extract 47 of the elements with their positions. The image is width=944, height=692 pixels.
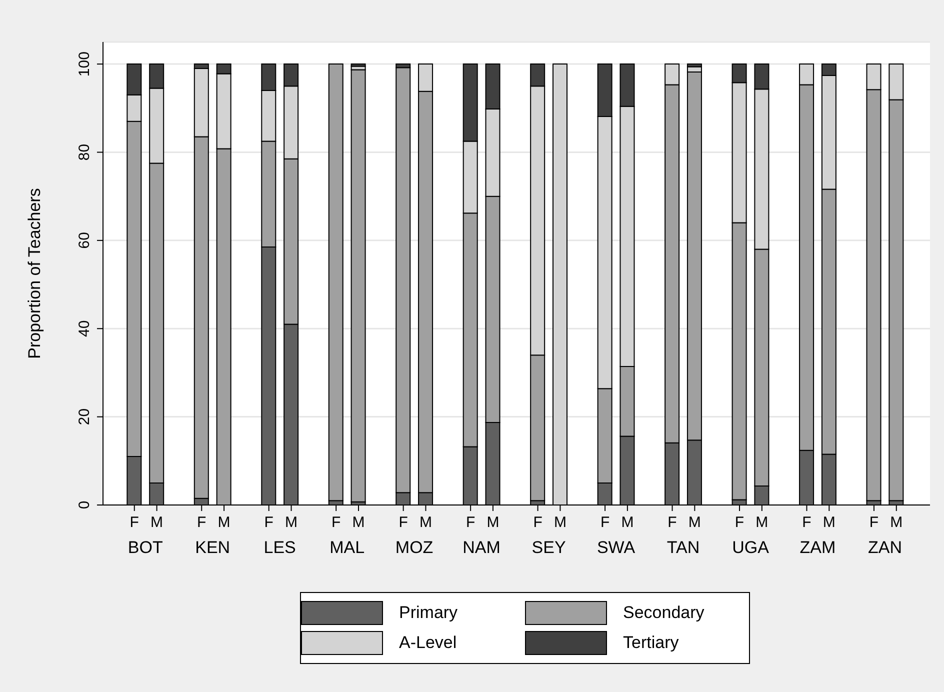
legend-label: Primary — [399, 603, 458, 623]
x-tick-label: F — [533, 514, 542, 531]
text: MOZ — [395, 538, 434, 557]
text: ZAM — [800, 538, 836, 557]
x-tick-label: F — [264, 514, 274, 531]
text: ZAN — [868, 538, 902, 557]
x-tick-label: M — [822, 514, 836, 531]
text: LES — [264, 538, 296, 557]
x-tick-label: F — [869, 514, 879, 531]
x-tick-label: F — [668, 514, 677, 531]
text: MAL — [330, 538, 365, 557]
x-tick-label: M — [218, 514, 230, 531]
x-tick-label: F — [398, 514, 408, 531]
legend-label: Secondary — [623, 603, 704, 623]
x-tick-label: M — [419, 514, 432, 531]
legend-label: Tertiary — [623, 633, 679, 653]
x-tick-label: M — [285, 514, 298, 531]
x-tick-label: M — [150, 514, 164, 531]
x-tick-label: M — [688, 514, 701, 531]
text: SWA — [596, 538, 636, 557]
x-tick-label: M — [352, 514, 365, 531]
legend-label: A-Level — [399, 633, 457, 653]
x-tick-label: F — [466, 514, 476, 531]
x-tick-label: F — [130, 514, 139, 531]
text: NAM — [462, 538, 500, 557]
x-tick-label: M — [890, 514, 903, 531]
y-tick-label: 60 — [76, 232, 93, 249]
text: BOT — [128, 538, 163, 557]
x-tick-label: M — [621, 514, 634, 531]
x-tick-label: M — [486, 514, 500, 531]
y-tick-label: 20 — [76, 408, 93, 426]
x-tick-label: M — [554, 514, 566, 531]
y-tick-label: 40 — [76, 320, 93, 337]
text: SEY — [532, 538, 566, 557]
x-tick-label: M — [756, 514, 768, 531]
x-tick-label: F — [600, 514, 610, 531]
x-tick-label: F — [197, 514, 206, 531]
x-tick-label: F — [802, 514, 812, 531]
x-tick-label: F — [734, 514, 744, 531]
y-tick-label: 0 — [76, 500, 93, 510]
x-tick-label: F — [332, 514, 341, 531]
text: KEN — [195, 538, 230, 557]
y-tick-label: 80 — [76, 144, 93, 161]
y-axis-title: Proportion of Teachers — [25, 188, 44, 359]
y-tick-label: 100 — [76, 52, 93, 77]
text: UGA — [732, 538, 770, 557]
text: TAN — [666, 538, 700, 557]
